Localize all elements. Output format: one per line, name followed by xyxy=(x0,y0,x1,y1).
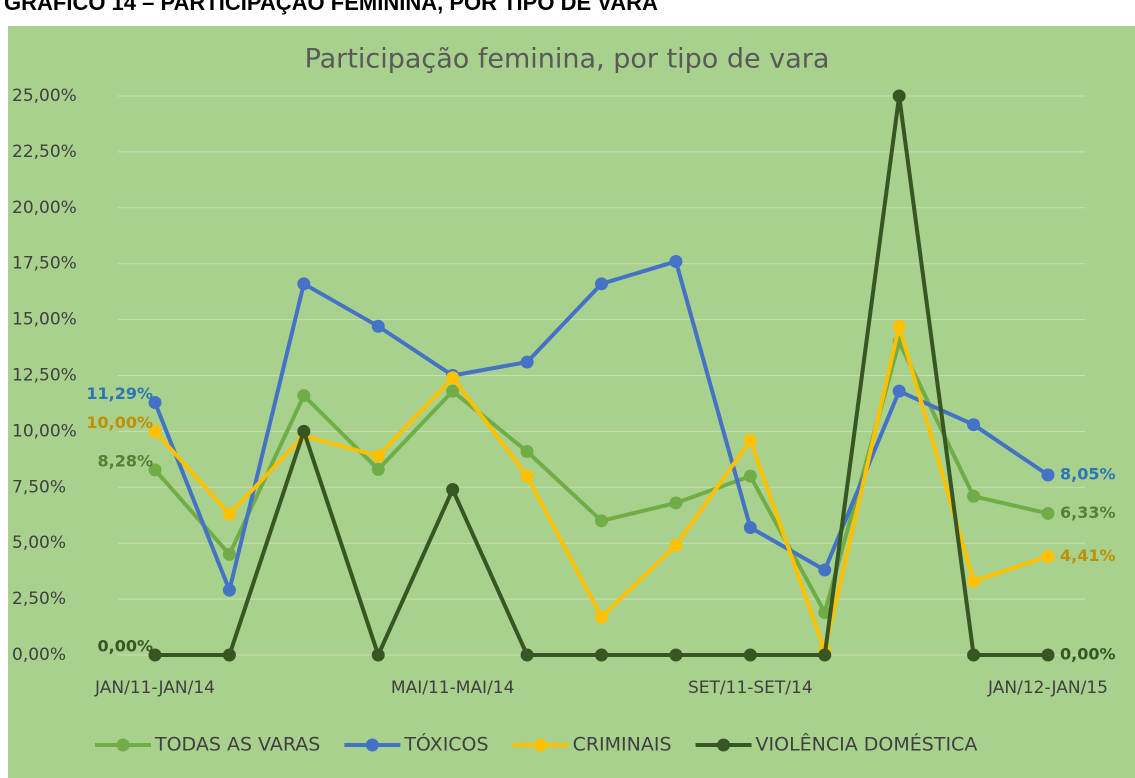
point xyxy=(371,462,385,476)
point xyxy=(892,384,906,398)
legend-label: CRIMINAIS xyxy=(573,734,672,756)
legend-marker xyxy=(534,738,548,752)
data-label: 0,00% xyxy=(97,637,153,656)
legend-marker xyxy=(365,738,379,752)
point xyxy=(297,389,311,403)
legend-label: VIOLÊNCIA DOMÉSTICA xyxy=(756,733,978,756)
point xyxy=(818,648,832,662)
data-label: 4,41% xyxy=(1060,546,1116,565)
y-tick-label: 10,00% xyxy=(12,421,77,441)
data-label: 6,33% xyxy=(1060,503,1116,522)
y-tick-label: 25,00% xyxy=(12,86,77,106)
point xyxy=(967,418,981,432)
point xyxy=(222,547,236,561)
legend-marker xyxy=(116,738,130,752)
point xyxy=(818,563,832,577)
point xyxy=(743,648,757,662)
point xyxy=(669,496,683,510)
point xyxy=(967,489,981,503)
y-tick-label: 0,00% xyxy=(12,645,66,665)
data-label: 8,05% xyxy=(1060,465,1116,484)
point xyxy=(222,648,236,662)
legend-marker xyxy=(717,738,731,752)
x-tick-label: SET/11-SET/14 xyxy=(688,678,813,698)
point xyxy=(595,648,608,662)
point xyxy=(520,445,534,459)
point xyxy=(967,574,981,588)
point xyxy=(1041,468,1055,482)
point xyxy=(446,483,460,497)
chart-area xyxy=(8,26,1135,778)
point xyxy=(743,433,757,447)
point xyxy=(148,396,162,410)
point xyxy=(1041,506,1055,520)
y-tick-label: 7,50% xyxy=(12,477,66,497)
x-tick-label: JAN/12-JAN/15 xyxy=(987,678,1108,698)
point xyxy=(371,648,385,662)
chart-title: Participação feminina, por tipo de vara xyxy=(305,44,830,75)
x-tick-label: JAN/11-JAN/14 xyxy=(94,678,215,698)
point xyxy=(148,424,162,438)
x-tick-label: MAI/11-MAI/14 xyxy=(391,678,514,698)
point xyxy=(1041,549,1055,563)
point xyxy=(743,521,757,535)
y-tick-label: 12,50% xyxy=(12,366,77,386)
point xyxy=(743,469,757,483)
y-tick-label: 5,00% xyxy=(12,533,66,553)
y-tick-label: 20,00% xyxy=(12,198,77,218)
point xyxy=(669,538,683,552)
point xyxy=(595,514,608,528)
data-label: 0,00% xyxy=(1060,645,1116,664)
legend-label: TÓXICOS xyxy=(403,732,488,756)
point xyxy=(1041,648,1055,662)
point xyxy=(595,277,608,291)
point xyxy=(446,384,460,398)
point xyxy=(967,648,981,662)
point xyxy=(520,648,534,662)
legend-label: TODAS AS VARAS xyxy=(154,734,320,756)
point xyxy=(669,254,683,268)
point xyxy=(297,277,311,291)
heading: GRÁFICO 14 – PARTICIPAÇÃO FEMININA, POR … xyxy=(4,0,658,15)
point xyxy=(520,469,534,483)
point xyxy=(297,424,311,438)
data-label: 11,29% xyxy=(86,384,153,403)
y-tick-label: 22,50% xyxy=(12,142,77,162)
point xyxy=(148,648,162,662)
point xyxy=(669,648,683,662)
data-label: 10,00% xyxy=(86,413,153,432)
y-tick-label: 15,00% xyxy=(12,310,77,330)
point xyxy=(892,89,906,103)
point xyxy=(222,507,236,521)
point xyxy=(222,583,236,597)
y-tick-label: 17,50% xyxy=(12,254,77,274)
point xyxy=(371,449,385,463)
y-tick-label: 2,50% xyxy=(12,589,66,609)
point xyxy=(371,319,385,333)
point xyxy=(148,463,162,477)
point xyxy=(892,319,906,333)
point xyxy=(520,355,534,369)
data-label: 8,28% xyxy=(97,451,153,470)
point xyxy=(595,610,608,624)
point xyxy=(446,371,460,385)
